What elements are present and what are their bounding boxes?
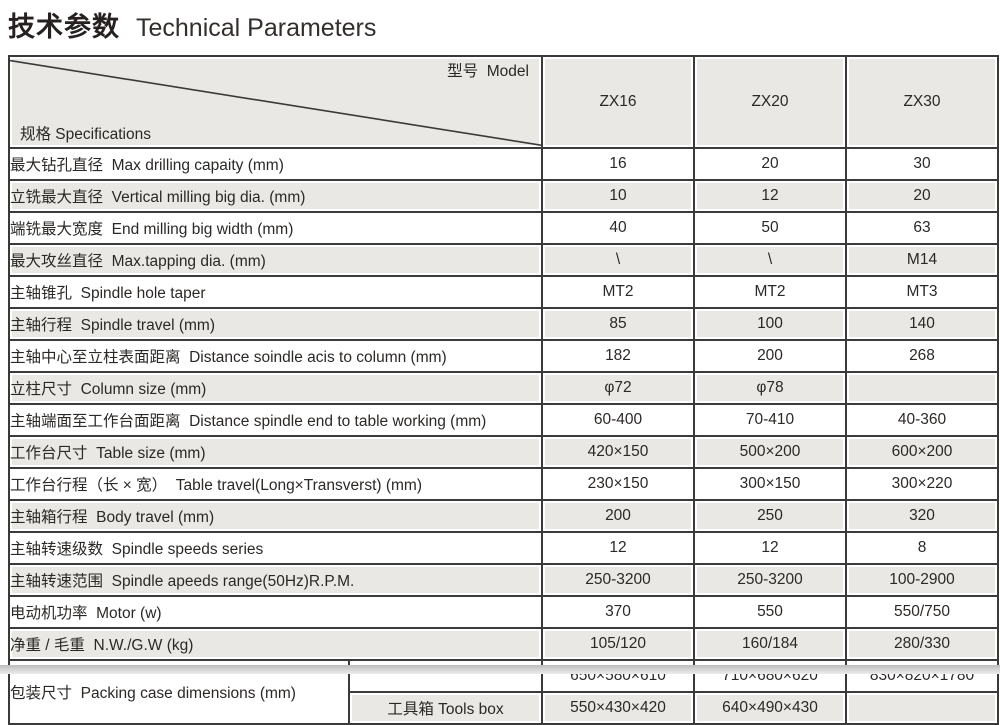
spec-header-label: 规格 Specifications — [20, 126, 151, 143]
cell-value: 250-3200 — [541, 563, 695, 597]
cell-value: 20 — [845, 179, 999, 213]
table-row: 最大攻丝直径 Max.tapping dia. (mm) \ \ M14 — [8, 243, 999, 277]
row-label: 最大钻孔直径 Max drilling capaity (mm) — [8, 147, 543, 181]
cell-value: 12 — [541, 531, 695, 565]
table-row: 主轴中心至立柱表面距离 Distance soindle acis to col… — [8, 339, 999, 373]
technical-parameters-table: 规格 Specifications 型号 Model ZX16 ZX20 ZX3… — [8, 55, 999, 725]
row-label: 主轴转速范围 Spindle apeeds range(50Hz)R.P.M. — [8, 563, 543, 597]
page-title-english: Technical Parameters — [136, 14, 377, 42]
cell-value: 600×200 — [845, 435, 999, 469]
cell-value: 250 — [693, 499, 847, 533]
header-spec-model-cell: 规格 Specifications 型号 Model — [8, 55, 543, 149]
cell-value: φ78 — [693, 371, 847, 405]
row-label: 立柱尺寸 Column size (mm) — [8, 371, 543, 405]
cell-value: 16 — [541, 147, 695, 181]
cell-value: 140 — [845, 307, 999, 341]
page-title: 技术参数 Technical Parameters — [8, 5, 376, 44]
page-bottom-edge-strip — [0, 665, 1000, 674]
cell-value: 160/184 — [693, 627, 847, 661]
cell-value: 300×150 — [693, 467, 847, 501]
row-label: 最大攻丝直径 Max.tapping dia. (mm) — [8, 243, 543, 277]
table-row: 主轴箱行程 Body travel (mm) 200 250 320 — [8, 499, 999, 533]
row-label: 工作台行程（长 × 宽） Table travel(Long×Transvers… — [8, 467, 543, 501]
row-label: 端铣最大宽度 End milling big width (mm) — [8, 211, 543, 245]
cell-value — [845, 691, 999, 725]
cell-value: 250-3200 — [693, 563, 847, 597]
cell-value: 230×150 — [541, 467, 695, 501]
row-label: 净重 / 毛重 N.W./G.W (kg) — [8, 627, 543, 661]
table-row: 主轴锥孔 Spindle hole taper MT2 MT2 MT3 — [8, 275, 999, 309]
cell-value: 182 — [541, 339, 695, 373]
cell-value: MT2 — [693, 275, 847, 309]
cell-value: 40-360 — [845, 403, 999, 437]
table-row: 最大钻孔直径 Max drilling capaity (mm) 16 20 3… — [8, 147, 999, 181]
table-row: 电动机功率 Motor (w) 370 550 550/750 — [8, 595, 999, 629]
cell-value: 12 — [693, 531, 847, 565]
cell-value: 550 — [693, 595, 847, 629]
cell-value: 370 — [541, 595, 695, 629]
cell-value: 550×430×420 — [541, 691, 695, 725]
cell-value: 200 — [541, 499, 695, 533]
cell-value: 40 — [541, 211, 695, 245]
cell-value: 500×200 — [693, 435, 847, 469]
table-row: 立柱尺寸 Column size (mm) φ72 φ78 — [8, 371, 999, 405]
cell-value: φ72 — [541, 371, 695, 405]
diagonal-divider-line — [10, 57, 541, 147]
tools-box-label: 工具箱 Tools box — [348, 691, 543, 725]
row-label: 电动机功率 Motor (w) — [8, 595, 543, 629]
table-row: 主轴端面至工作台面距离 Distance spindle end to tabl… — [8, 403, 999, 437]
cell-value: MT2 — [541, 275, 695, 309]
row-label: 主轴箱行程 Body travel (mm) — [8, 499, 543, 533]
row-label: 主轴转速级数 Spindle speeds series — [8, 531, 543, 565]
table-row: 主轴行程 Spindle travel (mm) 85 100 140 — [8, 307, 999, 341]
row-label: 主轴端面至工作台面距离 Distance spindle end to tabl… — [8, 403, 543, 437]
row-label: 立铣最大直径 Vertical milling big dia. (mm) — [8, 179, 543, 213]
cell-value: 300×220 — [845, 467, 999, 501]
cell-value: 70-410 — [693, 403, 847, 437]
table-row: 工作台尺寸 Table size (mm) 420×150 500×200 60… — [8, 435, 999, 469]
cell-value: 640×490×430 — [693, 691, 847, 725]
cell-value: 63 — [845, 211, 999, 245]
table-row: 净重 / 毛重 N.W./G.W (kg) 105/120 160/184 28… — [8, 627, 999, 661]
model-column-header: ZX16 — [541, 55, 695, 149]
row-label: 工作台尺寸 Table size (mm) — [8, 435, 543, 469]
cell-value: 105/120 — [541, 627, 695, 661]
cell-value: MT3 — [845, 275, 999, 309]
cell-value: 8 — [845, 531, 999, 565]
cell-value: 280/330 — [845, 627, 999, 661]
cell-value: 60-400 — [541, 403, 695, 437]
table-row: 主轴转速级数 Spindle speeds series 12 12 8 — [8, 531, 999, 565]
row-label: 主轴锥孔 Spindle hole taper — [8, 275, 543, 309]
table-row: 工作台行程（长 × 宽） Table travel(Long×Transvers… — [8, 467, 999, 501]
cell-value: 100-2900 — [845, 563, 999, 597]
cell-value: 30 — [845, 147, 999, 181]
table-row: 主轴转速范围 Spindle apeeds range(50Hz)R.P.M. … — [8, 563, 999, 597]
cell-value: \ — [693, 243, 847, 277]
cell-value: 200 — [693, 339, 847, 373]
page-title-chinese: 技术参数 — [8, 12, 120, 42]
cell-value: M14 — [845, 243, 999, 277]
cell-value: 320 — [845, 499, 999, 533]
cell-value: 10 — [541, 179, 695, 213]
cell-value: 550/750 — [845, 595, 999, 629]
table-header-row: 规格 Specifications 型号 Model ZX16 ZX20 ZX3… — [8, 55, 999, 149]
model-column-header: ZX20 — [693, 55, 847, 149]
cell-value: 100 — [693, 307, 847, 341]
cell-value: \ — [541, 243, 695, 277]
table-row: 立铣最大直径 Vertical milling big dia. (mm) 10… — [8, 179, 999, 213]
cell-value: 85 — [541, 307, 695, 341]
cell-value: 20 — [693, 147, 847, 181]
cell-value: 268 — [845, 339, 999, 373]
cell-value: 50 — [693, 211, 847, 245]
row-label: 主轴中心至立柱表面距离 Distance soindle acis to col… — [8, 339, 543, 373]
cell-value: 12 — [693, 179, 847, 213]
cell-value — [845, 371, 999, 405]
cell-value: 420×150 — [541, 435, 695, 469]
model-column-header: ZX30 — [845, 55, 999, 149]
row-label: 主轴行程 Spindle travel (mm) — [8, 307, 543, 341]
table-row: 端铣最大宽度 End milling big width (mm) 40 50 … — [8, 211, 999, 245]
model-header-label: 型号 Model — [447, 63, 529, 80]
